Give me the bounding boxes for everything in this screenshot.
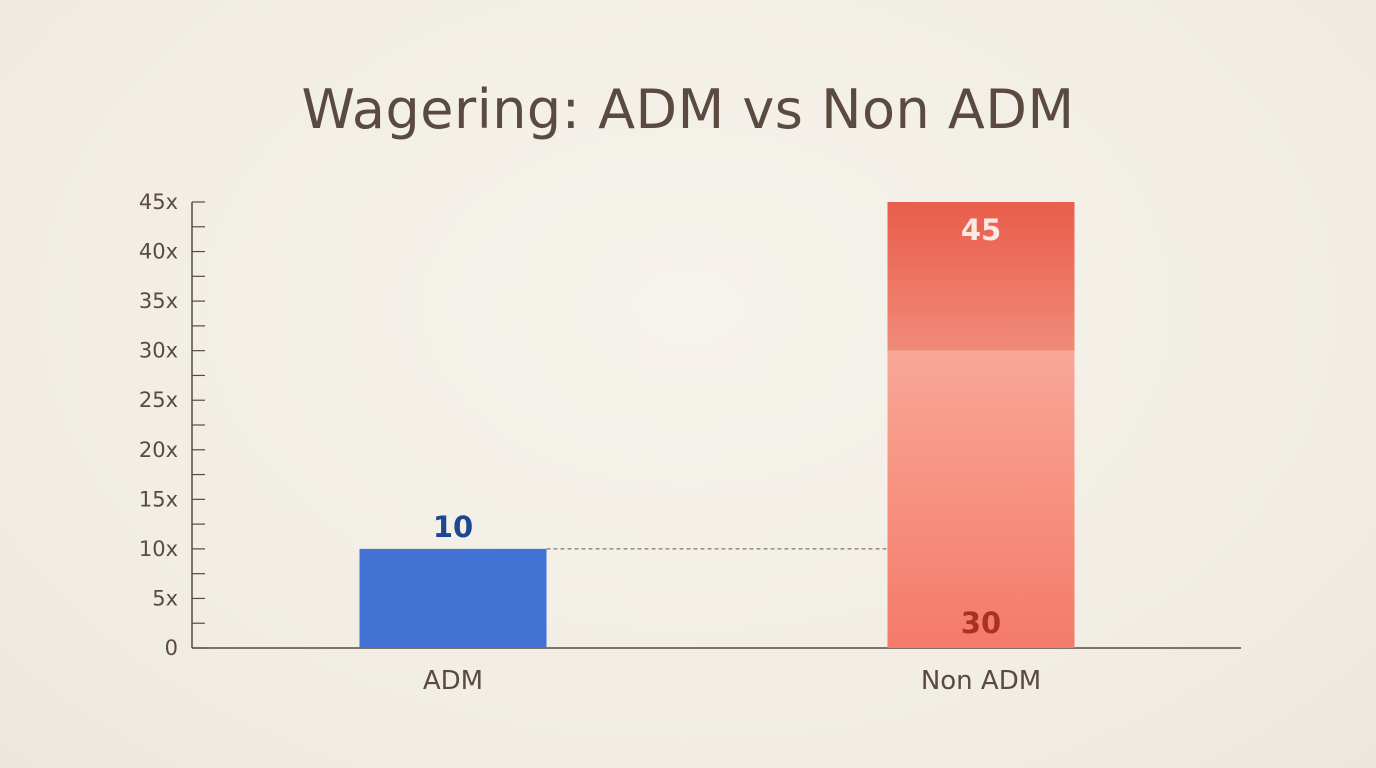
y-tick-label: 40x <box>139 240 178 264</box>
bar-adm-segment-0 <box>359 548 547 648</box>
y-tick-label: 15x <box>139 487 178 511</box>
y-tick-label: 0 <box>165 636 178 660</box>
y-tick-label: 30x <box>139 339 178 363</box>
bar-non-adm-segment-0 <box>887 350 1075 648</box>
chart-title: Wagering: ADM vs Non ADM <box>301 78 1075 141</box>
y-tick-label: 10x <box>139 537 178 561</box>
y-tick-label: 20x <box>139 438 178 462</box>
data-label: 30 <box>961 606 1001 640</box>
data-label: 10 <box>433 510 473 544</box>
y-tick-label: 45x <box>139 190 178 214</box>
x-category-label: ADM <box>423 666 483 696</box>
y-tick-label: 25x <box>139 388 178 412</box>
y-tick-label: 35x <box>139 289 178 313</box>
data-label: 45 <box>961 213 1001 247</box>
bar-non-adm-segment-1 <box>887 202 1075 351</box>
y-tick-label: 5x <box>152 586 178 610</box>
x-category-label: Non ADM <box>921 666 1041 696</box>
